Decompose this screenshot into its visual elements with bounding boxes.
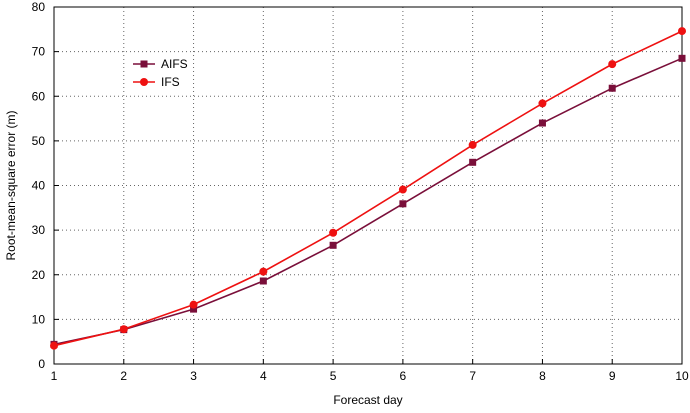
series-line-ifs [53,30,683,347]
x-tick-label: 9 [609,369,616,383]
y-tick-label: 80 [32,0,46,14]
plot-area-frame [53,6,683,365]
y-tick-label: 10 [32,312,46,326]
data-point-ifs [538,99,547,108]
data-point-ifs [608,60,617,69]
series-line-aifs [53,57,683,346]
data-point-aifs [469,158,477,166]
data-point-aifs [399,200,407,208]
y-tick-label: 0 [38,357,45,371]
data-point-aifs [538,119,546,127]
y-tick-label: 40 [32,179,46,193]
x-tick-label: 6 [400,369,407,383]
y-tick-label: 20 [32,268,46,282]
data-point-ifs [468,140,477,149]
y-tick-label: 50 [32,134,46,148]
data-point-aifs [259,277,267,285]
x-tick-label: 2 [120,369,127,383]
x-tick-label: 4 [260,369,267,383]
legend-swatch-marker [140,78,148,86]
y-axis-title: Root-mean-square error (m) [4,110,18,260]
axis-ticks: 1 2 3 4 5 6 7 8 9 10 0 10 20 30 40 50 60 70 80 [32,0,689,383]
x-tick-label: 5 [330,369,337,383]
data-point-aifs [678,54,686,62]
data-point-ifs [678,27,686,36]
y-tick-label: 30 [32,223,46,237]
data-point-ifs [329,228,338,237]
data-point-aifs [608,84,616,92]
legend-swatch-marker [140,60,148,68]
data-point-ifs [259,267,268,276]
data-point-aifs [190,305,198,313]
data-point-ifs [119,325,128,334]
x-tick-label: 1 [51,369,58,383]
data-point-ifs [50,341,58,350]
data-point-ifs [398,185,407,194]
legend-entry-aifs: AIFS [133,57,188,71]
x-axis-title: Forecast day [333,393,402,407]
legend-label: AIFS [161,57,188,71]
y-tick-label: 60 [32,89,46,103]
x-tick-label: 10 [675,369,689,383]
data-point-aifs [329,241,337,249]
legend-label: IFS [161,75,180,89]
legend-entry-ifs: IFS [133,75,180,89]
x-tick-label: 3 [190,369,197,383]
series-aifs [50,54,686,348]
legend: AIFS IFS [133,57,188,89]
data-point-ifs [189,300,198,309]
series-ifs [50,27,686,350]
x-tick-label: 8 [539,369,546,383]
series-layer [50,27,686,350]
x-tick-label: 7 [469,369,476,383]
grid-lines [54,7,682,364]
y-tick-label: 70 [32,45,46,59]
